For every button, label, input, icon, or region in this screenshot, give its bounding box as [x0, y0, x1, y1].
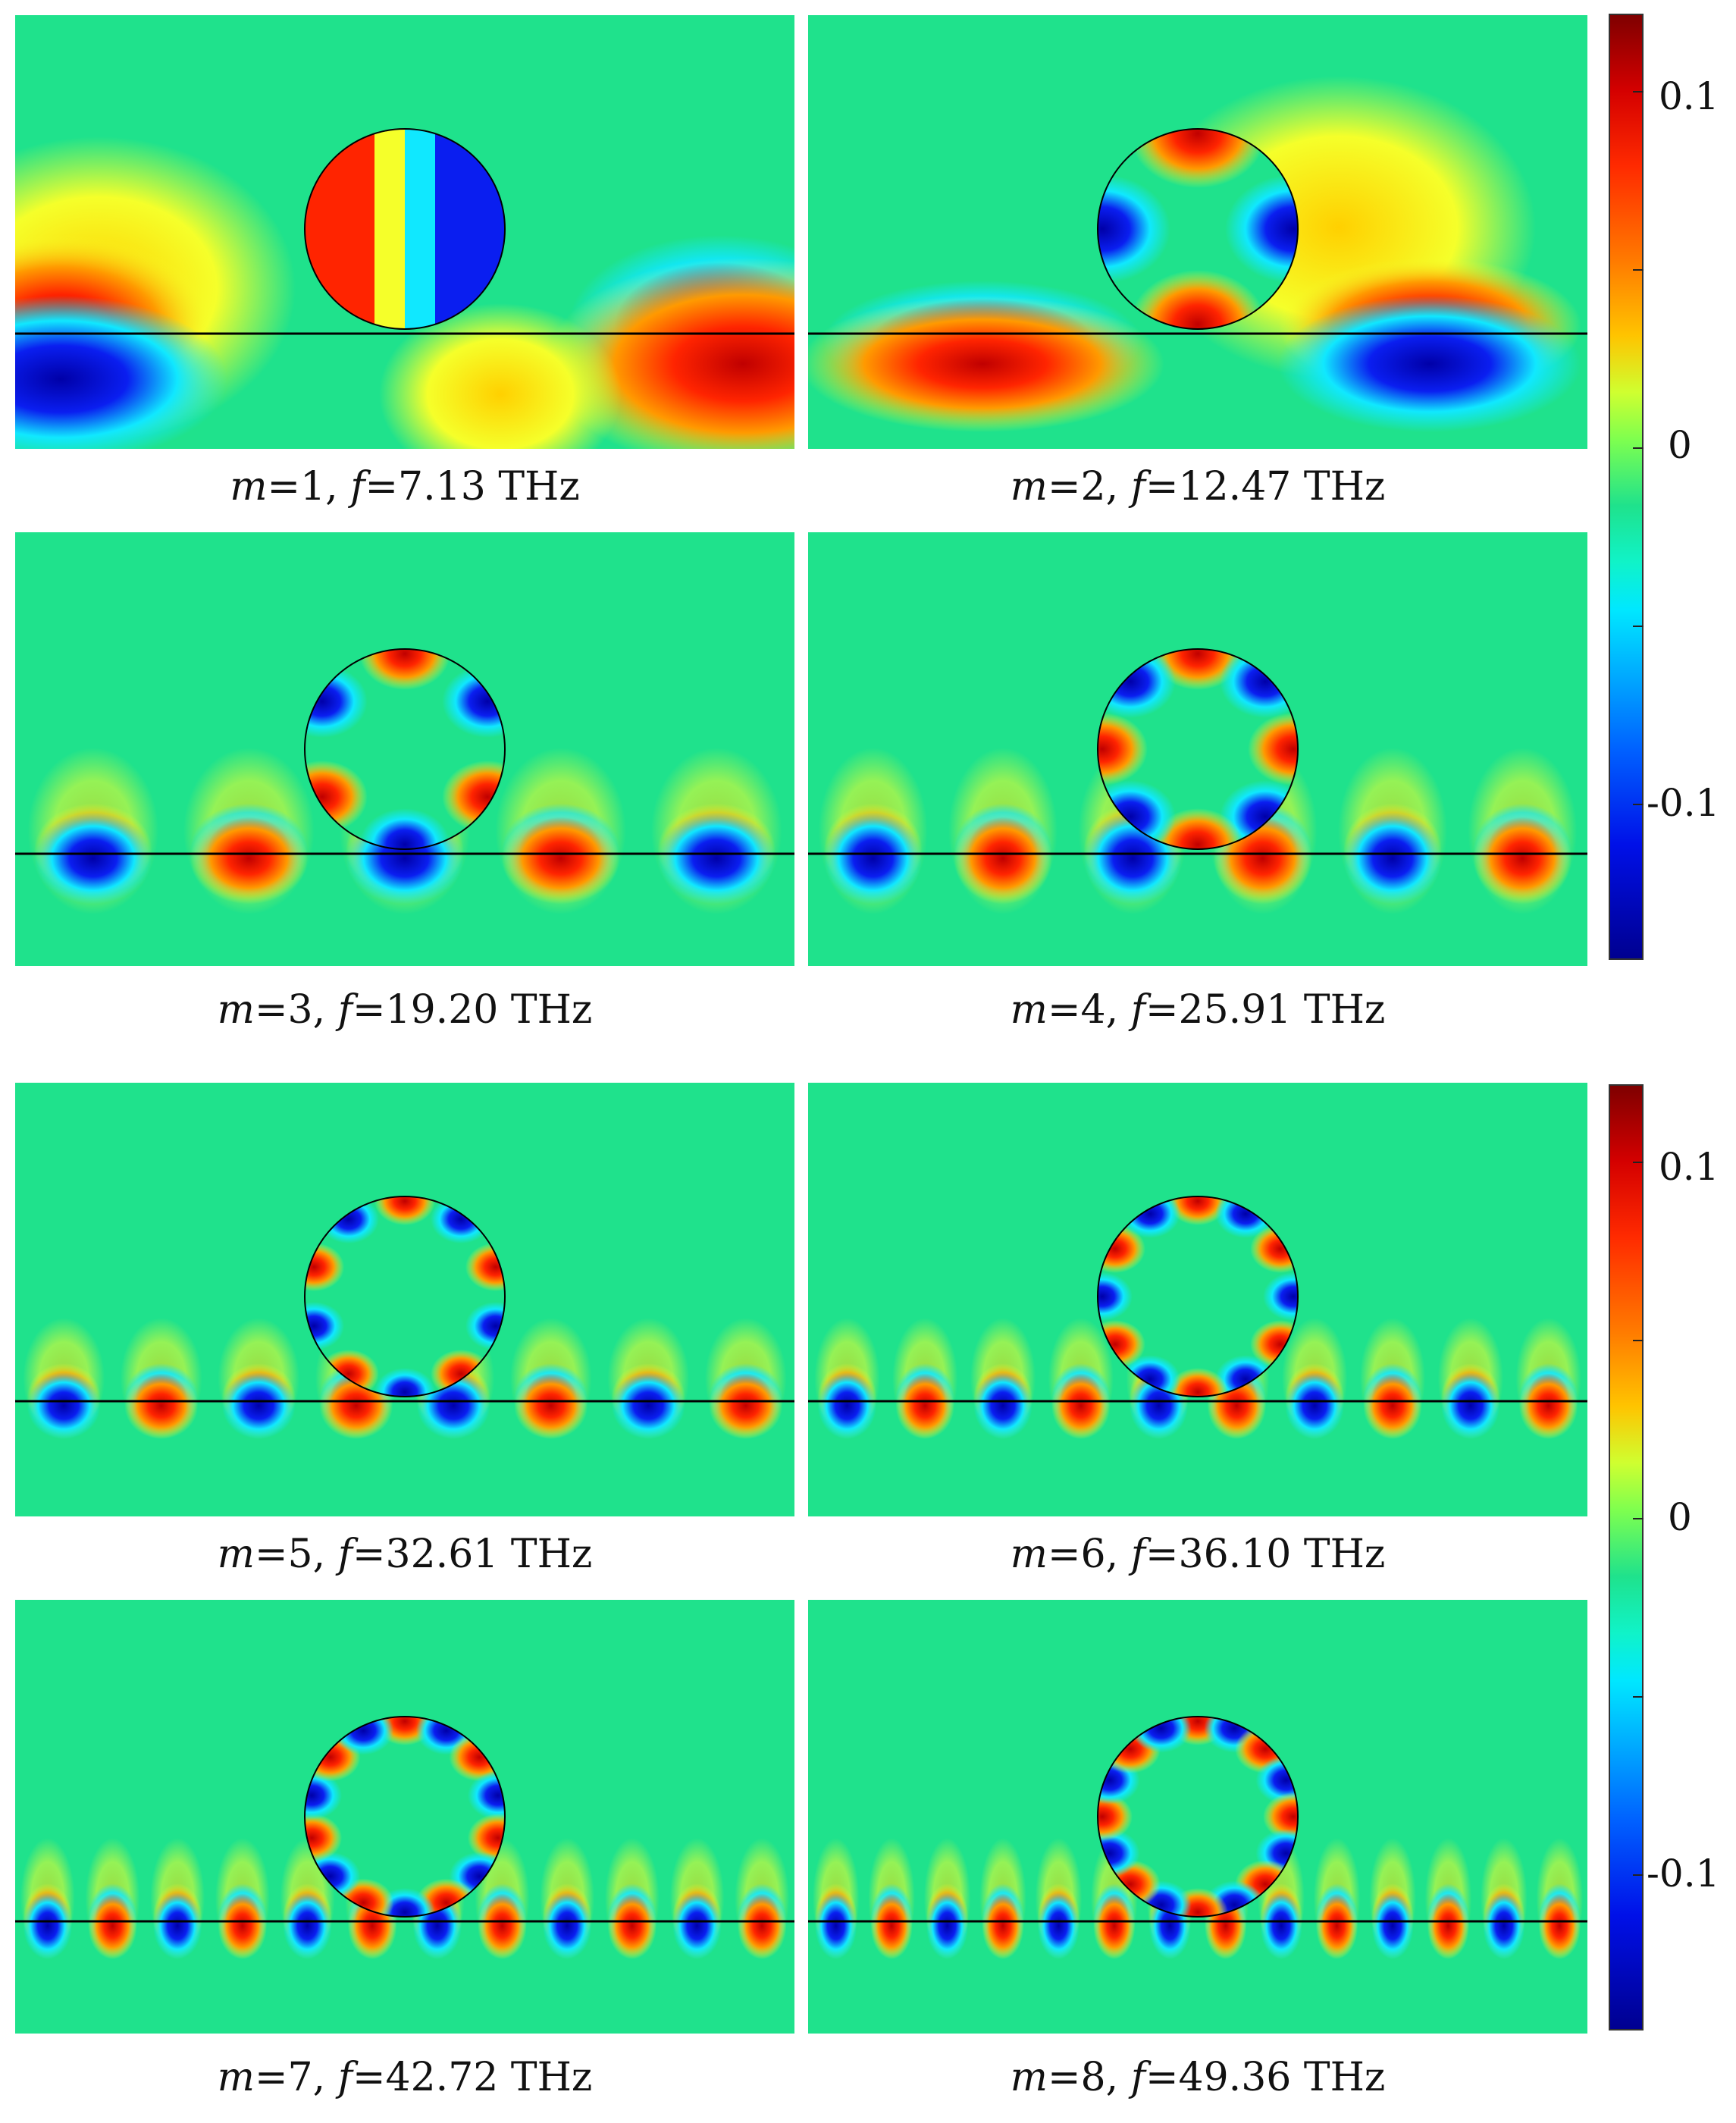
colorbar-top-tick	[1633, 269, 1644, 271]
field-panel-m7	[15, 1600, 794, 2034]
colorbar-bottom-tick	[1633, 1518, 1644, 1519]
caption-m5: m=5, f=32.61 THz	[217, 1532, 593, 1577]
field-panel-m8	[808, 1600, 1587, 2034]
colorbar-bottom-tick	[1633, 1874, 1644, 1876]
colorbar-top	[1609, 14, 1644, 960]
field-panel-m3	[15, 532, 794, 966]
field-panel-m5	[15, 1083, 794, 1516]
cylinder-outline	[304, 128, 506, 330]
cylinder-outline	[1097, 1196, 1299, 1397]
colorbar-top-tick	[1633, 91, 1644, 93]
colorbar-bottom-tick	[1633, 1340, 1644, 1341]
cylinder-outline	[304, 648, 506, 850]
field-panel-m4	[808, 532, 1587, 966]
caption-m3: m=3, f=19.20 THz	[217, 987, 593, 1033]
field-map-m1	[15, 128, 794, 449]
cylinder-outline	[304, 1196, 506, 1397]
colorbar-bottom-label-max: 0.1	[1659, 1145, 1719, 1189]
field-map-m4	[808, 648, 1587, 914]
colorbar-top-label-max: 0.1	[1659, 74, 1719, 118]
field-panel-m2	[808, 15, 1587, 449]
field-map-m3	[15, 648, 794, 914]
field-panel-m6	[808, 1083, 1587, 1516]
caption-m2: m=2, f=12.47 THz	[1010, 464, 1386, 510]
colorbar-top-label-min: -0.1	[1647, 781, 1720, 825]
field-map-m5	[15, 1196, 794, 1439]
colorbar-bottom-tick	[1633, 1162, 1644, 1163]
cylinder-outline	[1097, 648, 1299, 850]
colorbar-bottom-tick	[1633, 1696, 1644, 1698]
colorbar-top-tick	[1633, 804, 1644, 805]
colorbar-top-tick	[1633, 626, 1644, 627]
surface-plasmon-lobes	[27, 748, 782, 914]
caption-m7: m=7, f=42.72 THz	[217, 2055, 593, 2100]
colorbar-bottom-label-zero: 0	[1668, 1495, 1692, 1539]
cylinder-field	[305, 649, 505, 849]
cylinder-field	[305, 129, 505, 329]
caption-m6: m=6, f=36.10 THz	[1010, 1532, 1386, 1577]
field-panel-m1	[15, 15, 794, 449]
cylinder-outline	[304, 1716, 506, 1918]
caption-m8: m=8, f=49.36 THz	[1010, 2055, 1386, 2100]
field-map-m6	[808, 1196, 1587, 1439]
cylinder-outline	[1097, 1716, 1299, 1918]
cylinder-outline	[1097, 128, 1299, 330]
field-map-m8	[808, 1716, 1587, 1959]
field-map-m2	[808, 76, 1587, 432]
cylinder-field	[305, 1196, 505, 1397]
caption-m1: m=1, f=7.13 THz	[230, 464, 580, 510]
caption-m4: m=4, f=25.91 THz	[1010, 987, 1386, 1033]
colorbar-bottom	[1609, 1084, 1644, 2030]
surface-plasmon-lobes	[23, 1318, 787, 1439]
field-map-m7	[15, 1716, 794, 1959]
cylinder-field	[305, 1717, 505, 1917]
cylinder-field	[1098, 129, 1298, 329]
colorbar-bottom-label-min: -0.1	[1647, 1852, 1720, 1896]
colorbar-top-label-zero: 0	[1668, 423, 1692, 467]
colorbar-top-tick	[1633, 447, 1644, 449]
